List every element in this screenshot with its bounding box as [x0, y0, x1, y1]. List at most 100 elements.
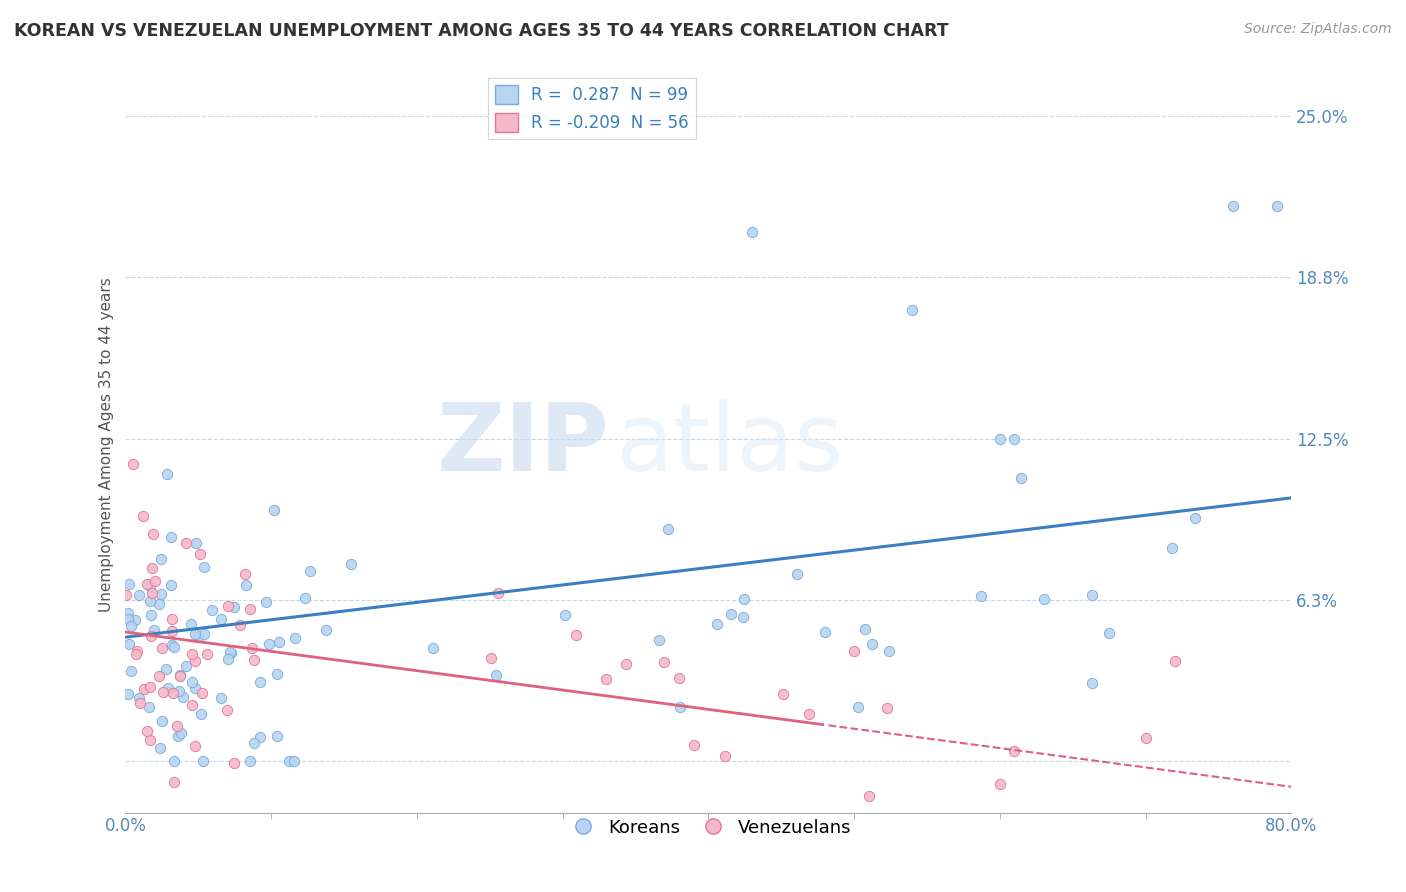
Point	[184, 626, 207, 640]
Point	[183, 681, 205, 695]
Point	[163, 774, 186, 789]
Point	[155, 662, 177, 676]
Point	[166, 729, 188, 743]
Point	[1265, 199, 1288, 213]
Point	[150, 641, 173, 656]
Point	[129, 696, 152, 710]
Point	[217, 652, 239, 666]
Point	[138, 699, 160, 714]
Point	[139, 733, 162, 747]
Point	[652, 655, 675, 669]
Point	[127, 644, 149, 658]
Point	[148, 669, 170, 683]
Point	[172, 690, 194, 704]
Point	[152, 684, 174, 698]
Point	[201, 603, 224, 617]
Point	[1160, 541, 1182, 556]
Point	[269, 635, 291, 649]
Point	[254, 594, 277, 608]
Point	[277, 754, 299, 768]
Point	[188, 547, 211, 561]
Point	[239, 602, 262, 616]
Point	[249, 730, 271, 744]
Point	[120, 619, 142, 633]
Point	[162, 754, 184, 768]
Point	[181, 675, 204, 690]
Point	[193, 559, 215, 574]
Point	[117, 606, 139, 620]
Point	[183, 655, 205, 669]
Point	[242, 653, 264, 667]
Point	[1222, 199, 1244, 213]
Point	[284, 631, 307, 645]
Point	[657, 522, 679, 536]
Point	[988, 777, 1011, 791]
Point	[184, 536, 207, 550]
Point	[706, 617, 728, 632]
Point	[141, 560, 163, 574]
Point	[298, 564, 321, 578]
Point	[132, 682, 155, 697]
Point	[1081, 588, 1104, 602]
Text: ZIP: ZIP	[436, 399, 609, 491]
Point	[988, 432, 1011, 446]
Point	[224, 756, 246, 770]
Point	[143, 624, 166, 638]
Point	[682, 738, 704, 752]
Point	[169, 668, 191, 682]
Point	[283, 754, 305, 768]
Point	[170, 726, 193, 740]
Point	[159, 530, 181, 544]
Point	[132, 508, 155, 523]
Point	[217, 599, 239, 613]
Point	[142, 527, 165, 541]
Point	[554, 608, 576, 623]
Point	[121, 458, 143, 472]
Point	[266, 730, 288, 744]
Y-axis label: Unemployment Among Ages 35 to 44 years: Unemployment Among Ages 35 to 44 years	[100, 277, 114, 613]
Point	[720, 607, 742, 621]
Point	[160, 624, 183, 639]
Point	[970, 589, 993, 603]
Point	[257, 637, 280, 651]
Point	[148, 598, 170, 612]
Point	[169, 669, 191, 683]
Point	[1010, 470, 1032, 484]
Point	[669, 700, 692, 714]
Text: KOREAN VS VENEZUELAN UNEMPLOYMENT AMONG AGES 35 TO 44 YEARS CORRELATION CHART: KOREAN VS VENEZUELAN UNEMPLOYMENT AMONG …	[14, 22, 949, 40]
Point	[772, 687, 794, 701]
Point	[842, 644, 865, 658]
Point	[1098, 626, 1121, 640]
Point	[124, 614, 146, 628]
Point	[294, 591, 316, 606]
Point	[422, 641, 444, 656]
Point	[814, 624, 837, 639]
Point	[229, 618, 252, 632]
Point	[117, 612, 139, 626]
Point	[242, 641, 264, 656]
Point	[1184, 510, 1206, 524]
Point	[901, 302, 924, 317]
Point	[209, 691, 232, 706]
Point	[315, 623, 337, 637]
Point	[128, 691, 150, 706]
Point	[853, 622, 876, 636]
Point	[128, 588, 150, 602]
Point	[595, 672, 617, 686]
Point	[139, 579, 162, 593]
Point	[191, 686, 214, 700]
Point	[614, 657, 637, 672]
Point	[481, 651, 503, 665]
Point	[181, 698, 204, 712]
Point	[193, 627, 215, 641]
Point	[117, 637, 139, 651]
Point	[149, 740, 172, 755]
Legend: Koreans, Venezuelans: Koreans, Venezuelans	[558, 812, 859, 844]
Point	[124, 647, 146, 661]
Point	[163, 640, 186, 655]
Point	[139, 607, 162, 622]
Point	[1004, 432, 1026, 446]
Point	[733, 591, 755, 606]
Point	[193, 754, 215, 768]
Point	[174, 536, 197, 550]
